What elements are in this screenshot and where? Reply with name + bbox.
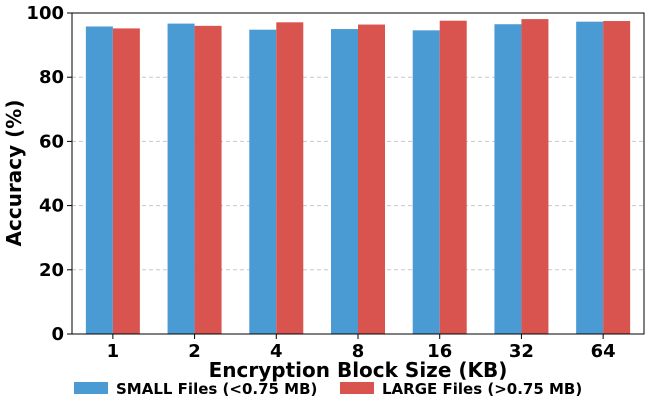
bar-large-files — [112, 28, 140, 335]
y-tick-label: 80 — [39, 67, 64, 88]
y-axis-title: Accuracy (%) — [2, 100, 26, 247]
bar-small-files — [249, 29, 277, 335]
x-tick-label: 64 — [591, 341, 616, 362]
bar-small-files — [167, 23, 195, 335]
y-axis-ticks: 0 20 40 60 80 100 — [26, 3, 72, 345]
bar-large-files — [194, 25, 222, 335]
y-tick-label: 0 — [51, 324, 64, 345]
x-tick-label: 1 — [107, 341, 120, 362]
legend-swatch-large — [340, 382, 374, 394]
bar-large-files — [439, 20, 467, 334]
bar-large-files — [358, 24, 385, 334]
legend: SMALL Files (<0.75 MB) LARGE Files (>0.7… — [74, 380, 582, 398]
x-tick-label: 8 — [352, 341, 365, 362]
x-tick-label: 16 — [427, 341, 452, 362]
legend-swatch-small — [74, 382, 108, 394]
y-tick-label: 40 — [39, 196, 64, 217]
bar-small-files — [412, 30, 440, 335]
x-tick-label: 4 — [270, 341, 283, 362]
gridlines — [72, 76, 644, 271]
x-tick-label: 32 — [509, 341, 534, 362]
bar-small-files — [494, 24, 522, 335]
x-axis-ticks: 1 2 4 8 16 32 64 — [107, 334, 616, 362]
bar-small-files — [85, 26, 113, 335]
bar-large-files — [276, 22, 304, 335]
bar-large-files — [603, 21, 631, 335]
y-tick-label: 60 — [39, 131, 64, 152]
bar-small-files — [331, 29, 358, 335]
y-tick-label: 20 — [39, 260, 64, 281]
legend-label-large: LARGE Files (>0.75 MB) — [382, 380, 582, 398]
y-tick-label: 100 — [26, 3, 64, 24]
x-axis-title: Encryption Block Size (KB) — [209, 358, 508, 382]
legend-label-small: SMALL Files (<0.75 MB) — [116, 380, 317, 398]
x-tick-label: 2 — [188, 341, 201, 362]
bars — [85, 19, 631, 335]
bar-large-files — [521, 19, 549, 334]
bar-small-files — [576, 21, 604, 335]
